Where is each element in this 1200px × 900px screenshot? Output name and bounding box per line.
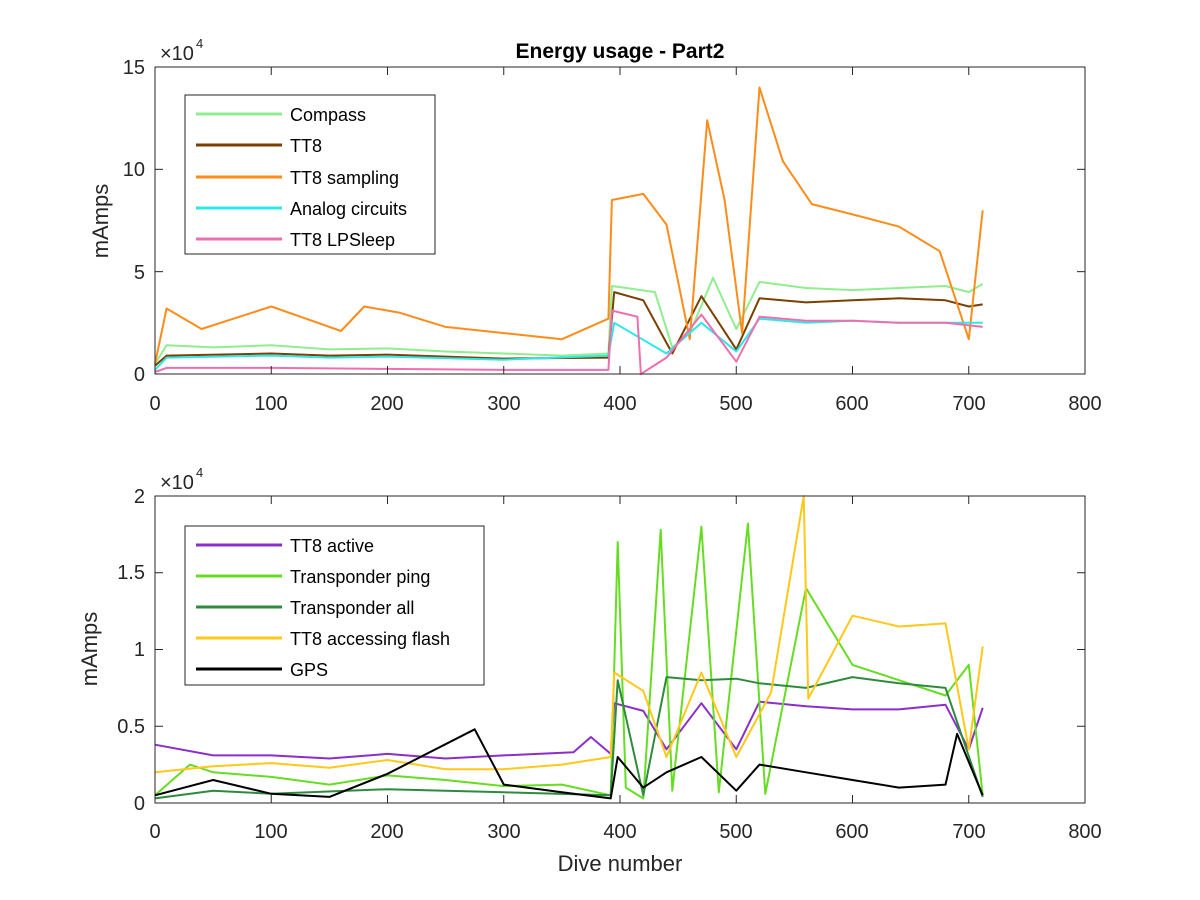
bottom-xtick-label: 800: [1068, 821, 1101, 843]
legend-label-tt8: TT8: [290, 136, 322, 156]
series-line-gps: [154, 728, 984, 800]
bottom-ytick-label: 2: [134, 486, 145, 508]
series-line-tt8-accessing-flash: [154, 495, 984, 774]
bottom-exponent-power: 4: [196, 465, 203, 480]
top-ytick-label: 15: [123, 57, 145, 79]
bottom-ytick-label: 0: [134, 793, 145, 815]
top-legend: Compass TT8 TT8 sampling Analog circuits…: [184, 94, 436, 255]
series-line-compass: [154, 276, 984, 365]
top-xtick-label: 200: [370, 393, 403, 415]
top-series-group: [154, 86, 984, 375]
bottom-xtick-label: 0: [149, 821, 160, 843]
bottom-xtick-label: 100: [254, 821, 287, 843]
series-line-tt8-active: [154, 700, 984, 760]
legend-label-transponder-ping: Transponder ping: [290, 567, 430, 587]
top-xtick-label: 100: [254, 393, 287, 415]
top-xtick-label: 0: [149, 393, 160, 415]
top-legend-box: [184, 94, 436, 255]
bottom-x-axis-label: Dive number: [558, 851, 683, 876]
legend-label-tt8-sampling: TT8 sampling: [290, 168, 399, 188]
top-y-axis-label: mAmps: [88, 184, 113, 259]
top-exponent-power: 4: [196, 36, 203, 51]
top-ytick-label: 0: [134, 364, 145, 386]
top-exponent-label: ×10 4: [160, 36, 203, 65]
bottom-xtick-label: 600: [835, 821, 868, 843]
top-tick-marks: [154, 66, 1086, 375]
series-line-tt8-lpsleep: [154, 309, 983, 375]
series-line-tt8: [154, 291, 983, 367]
legend-label-tt8-accessing-flash: TT8 accessing flash: [290, 629, 450, 649]
series-line-transponder-ping: [154, 522, 984, 800]
top-xtick-labels: 0 100 200 300 400 500 600 700 800: [149, 393, 1101, 415]
bottom-legend: TT8 active Transponder ping Transponder …: [184, 525, 485, 686]
top-ytick-label: 10: [123, 159, 145, 181]
bottom-legend-box: [184, 525, 485, 686]
top-xtick-label: 600: [835, 393, 868, 415]
bottom-xtick-label: 400: [603, 821, 636, 843]
bottom-ytick-label: 1.5: [117, 562, 145, 584]
bottom-exponent-label: ×10 4: [160, 465, 203, 494]
legend-label-transponder-all: Transponder all: [290, 598, 414, 618]
top-xtick-label: 400: [603, 393, 636, 415]
legend-label-gps: GPS: [290, 660, 328, 680]
top-ytick-labels: 0 5 10 15: [123, 57, 145, 386]
bottom-ytick-label: 0.5: [117, 716, 145, 738]
series-line-transponder-all: [154, 676, 984, 800]
bottom-ytick-labels: 0 0.5 1 1.5 2: [117, 486, 145, 815]
bottom-xtick-label: 700: [952, 821, 985, 843]
bottom-xtick-labels: 0 100 200 300 400 500 600 700 800: [149, 821, 1101, 843]
bottom-y-axis-label: mAmps: [77, 612, 102, 687]
bottom-subplot: 0 100 200 300 400 500 600 700 800 0 0.5 …: [77, 465, 1102, 876]
top-xtick-label: 300: [487, 393, 520, 415]
top-exponent-base: ×10: [160, 43, 194, 65]
bottom-xtick-label: 500: [719, 821, 752, 843]
legend-label-tt8-lpsleep: TT8 LPSleep: [290, 230, 395, 250]
top-xtick-label: 700: [952, 393, 985, 415]
bottom-tick-marks: [154, 495, 1086, 804]
legend-label-compass: Compass: [290, 105, 366, 125]
top-xtick-label: 500: [719, 393, 752, 415]
legend-label-tt8-active: TT8 active: [290, 536, 374, 556]
bottom-ytick-label: 1: [134, 639, 145, 661]
bottom-series-group: [154, 495, 984, 800]
bottom-xtick-label: 200: [370, 821, 403, 843]
bottom-xtick-label: 300: [487, 821, 520, 843]
top-subplot: 0 100 200 300 400 500 600 700 800 0 5 10…: [88, 36, 1102, 415]
series-line-tt8-sampling: [154, 86, 984, 365]
bottom-exponent-base: ×10: [160, 472, 194, 494]
chart-title: Energy usage - Part2: [516, 40, 725, 63]
top-ytick-label: 5: [134, 262, 145, 284]
legend-label-analog-circuits: Analog circuits: [290, 199, 407, 219]
top-xtick-label: 800: [1068, 393, 1101, 415]
